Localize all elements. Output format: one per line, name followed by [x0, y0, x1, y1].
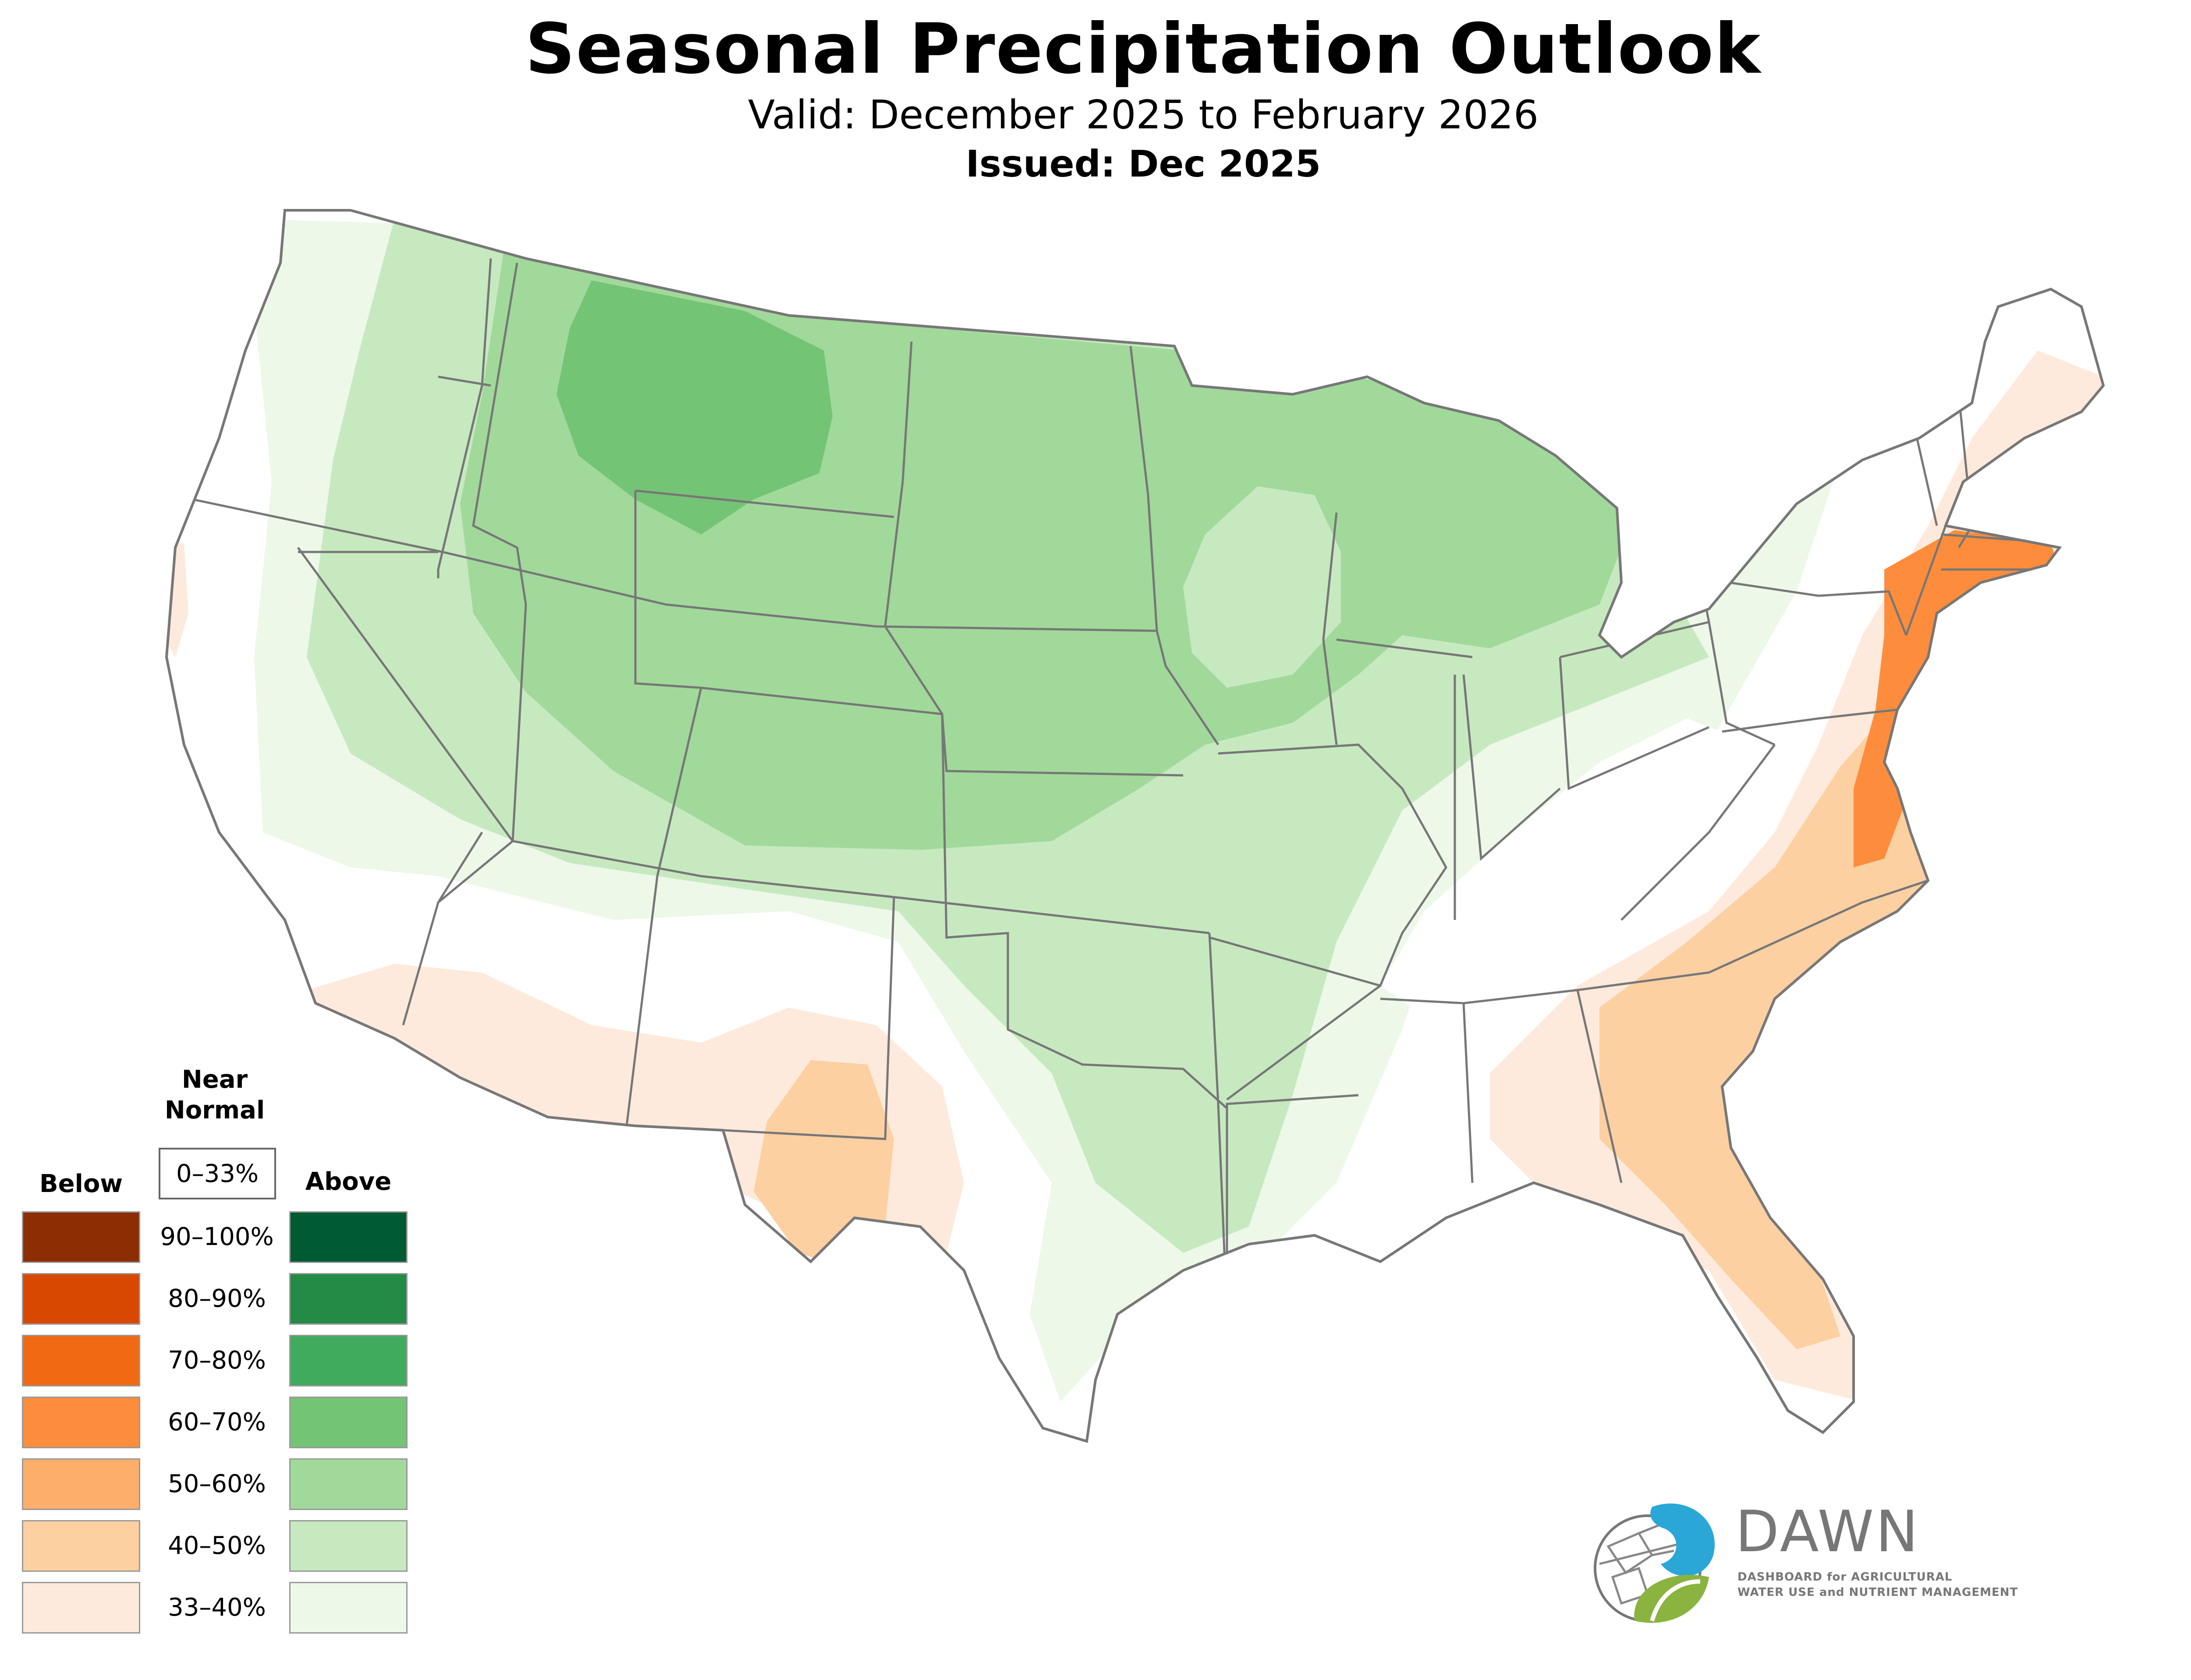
legend-near-normal-heading: Near Normal — [164, 1065, 265, 1125]
legend-above-swatch — [289, 1582, 408, 1634]
probability-shading — [167, 219, 2103, 1402]
legend-level-label: 50–60% — [168, 1470, 266, 1498]
legend-below-swatch — [22, 1458, 140, 1510]
legend-level-label: 90–100% — [160, 1223, 274, 1251]
legend-below-swatch — [22, 1582, 140, 1634]
legend-above-swatch — [289, 1458, 408, 1510]
state-boundaries — [192, 258, 2060, 1315]
dawn-logo: DAWN DASHBOARD for AGRICULTURAL WATER US… — [1586, 1489, 2156, 1630]
legend-level-label: 40–50% — [168, 1531, 266, 1560]
legend-level-label: 60–70% — [168, 1408, 266, 1436]
dawn-logo-name: DAWN — [1735, 1498, 1920, 1565]
legend-above-swatch — [289, 1335, 408, 1386]
legend-above-heading: Above — [305, 1167, 392, 1196]
legend-above-swatch — [289, 1211, 408, 1263]
legend-below-swatch — [22, 1520, 140, 1572]
dawn-logo-line1: DASHBOARD for AGRICULTURAL — [1737, 1570, 1953, 1584]
legend-below-swatch — [22, 1335, 140, 1386]
dawn-logo-line2: WATER USE and NUTRIENT MANAGEMENT — [1737, 1586, 2018, 1599]
legend-above-swatch — [289, 1520, 408, 1572]
legend-above-swatch — [289, 1273, 408, 1325]
legend-below-heading: Below — [39, 1170, 123, 1198]
legend-below-swatch — [22, 1273, 140, 1325]
dawn-logo-icon — [1594, 1503, 1715, 1623]
valid-period: Valid: December 2025 to February 2026 — [748, 92, 1539, 138]
issued-date: Issued: Dec 2025 — [965, 142, 1321, 185]
legend-below-swatch — [22, 1211, 140, 1263]
legend-level-label: 33–40% — [168, 1593, 266, 1622]
legend-level-label: 80–90% — [168, 1284, 266, 1313]
legend-below-swatch — [22, 1397, 140, 1448]
legend-level-label: 70–80% — [168, 1346, 266, 1375]
legend-near-normal-box: 0–33% — [159, 1148, 276, 1199]
legend-above-swatch — [289, 1397, 408, 1448]
map-title: Seasonal Precipitation Outlook — [525, 9, 1762, 89]
